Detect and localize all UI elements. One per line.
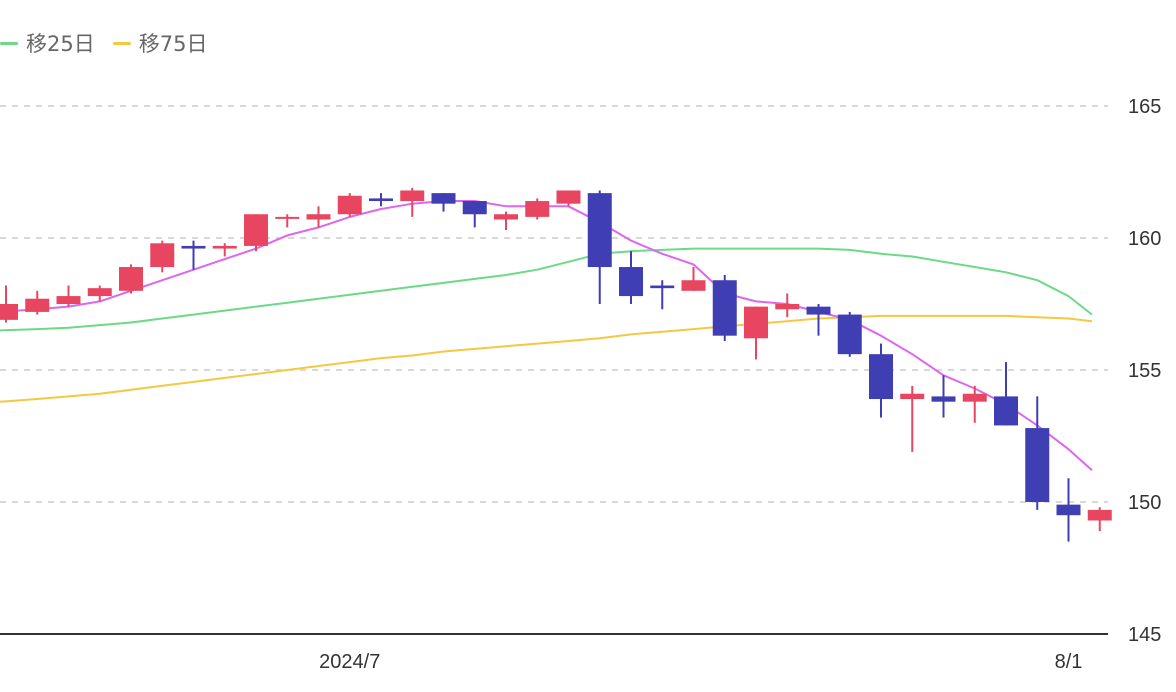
candle-body bbox=[306, 214, 331, 220]
y-tick-label: 145 bbox=[1128, 624, 1161, 646]
y-tick-label: 155 bbox=[1128, 360, 1161, 382]
candle-body bbox=[119, 267, 143, 291]
candle bbox=[650, 280, 675, 310]
candle-body bbox=[0, 304, 18, 320]
series-line-ma75 bbox=[0, 314, 1093, 403]
candle bbox=[681, 267, 706, 291]
candle bbox=[400, 187, 425, 217]
legend-item-ma75[interactable]: 移75日 bbox=[112, 28, 208, 58]
legend-swatch-ma75 bbox=[112, 41, 131, 45]
candle-body bbox=[431, 193, 456, 204]
candle-body bbox=[1056, 504, 1081, 516]
candle-body bbox=[181, 245, 206, 249]
candle-body bbox=[462, 201, 487, 215]
candle-body bbox=[556, 190, 581, 204]
y-tick-label: 160 bbox=[1128, 228, 1161, 250]
candle-body bbox=[369, 198, 393, 202]
legend-item-ma25[interactable]: 移25日 bbox=[0, 28, 95, 58]
candle-body bbox=[337, 195, 362, 215]
candle-body bbox=[1087, 509, 1112, 521]
candle-body bbox=[775, 304, 800, 310]
series-line-ma25 bbox=[0, 247, 1093, 332]
candle bbox=[775, 293, 800, 318]
candle-body bbox=[837, 314, 862, 355]
candle bbox=[712, 274, 737, 341]
candle-body bbox=[212, 245, 237, 249]
x-tick-label: 2024/7 bbox=[319, 651, 380, 673]
candle bbox=[1025, 396, 1050, 510]
candle bbox=[0, 285, 18, 323]
candle-body bbox=[1025, 428, 1050, 502]
candle-body bbox=[962, 393, 987, 402]
candle-body bbox=[25, 298, 50, 312]
candle bbox=[462, 201, 487, 228]
candles bbox=[0, 187, 1112, 542]
legend: 移25日 移75日 bbox=[0, 28, 207, 58]
candle bbox=[806, 304, 831, 336]
candle bbox=[900, 385, 925, 452]
candle bbox=[1087, 507, 1112, 532]
candle-body bbox=[994, 396, 1018, 426]
candle bbox=[150, 240, 175, 273]
candle-body bbox=[900, 393, 925, 400]
candle bbox=[619, 251, 643, 304]
candle-body bbox=[712, 280, 737, 336]
candle bbox=[181, 240, 206, 270]
candle bbox=[837, 311, 862, 357]
candle-body bbox=[275, 216, 300, 219]
candle-body bbox=[650, 285, 675, 289]
candle bbox=[525, 198, 550, 220]
candle bbox=[744, 306, 768, 360]
y-tick-label: 165 bbox=[1128, 96, 1161, 118]
grid-lines bbox=[0, 105, 1108, 503]
candle bbox=[431, 193, 456, 212]
x-tick-label: 8/1 bbox=[1055, 651, 1083, 673]
candle bbox=[994, 362, 1018, 426]
candle bbox=[556, 190, 581, 207]
candle-body bbox=[494, 214, 518, 220]
candle bbox=[962, 385, 987, 423]
candle bbox=[869, 343, 893, 418]
candle bbox=[494, 211, 518, 231]
candle bbox=[337, 193, 362, 217]
candle-body bbox=[56, 296, 81, 304]
candle-body bbox=[150, 243, 175, 268]
candle-body bbox=[931, 396, 956, 402]
legend-label-ma75: 移75日 bbox=[138, 32, 208, 56]
candle bbox=[87, 285, 112, 302]
candle-body bbox=[619, 267, 643, 297]
y-tick-label: 150 bbox=[1128, 492, 1161, 514]
legend-swatch-ma25 bbox=[0, 41, 18, 45]
candle-body bbox=[806, 306, 831, 315]
candle-body bbox=[869, 354, 893, 400]
candle bbox=[56, 285, 81, 307]
candle-body bbox=[87, 288, 112, 297]
moving-average-lines bbox=[0, 200, 1093, 472]
candle-body bbox=[681, 280, 706, 291]
candle bbox=[587, 190, 612, 304]
candle-body bbox=[744, 306, 768, 339]
candle bbox=[1056, 478, 1081, 542]
candle bbox=[244, 214, 268, 252]
series-line-ma_short bbox=[0, 200, 1093, 472]
candle bbox=[25, 290, 50, 315]
candle bbox=[119, 264, 143, 294]
legend-label-ma25: 移25日 bbox=[26, 32, 95, 56]
candle bbox=[275, 214, 300, 228]
candle-body bbox=[244, 214, 268, 246]
candle-body bbox=[525, 201, 550, 217]
candle bbox=[369, 193, 393, 207]
candle bbox=[931, 375, 956, 418]
candle bbox=[306, 206, 331, 228]
candle bbox=[212, 243, 237, 257]
candle-body bbox=[400, 190, 425, 202]
axes: 145 150 155 160 165 2024/7 8/1 bbox=[0, 96, 1161, 673]
candle-body bbox=[587, 193, 612, 268]
